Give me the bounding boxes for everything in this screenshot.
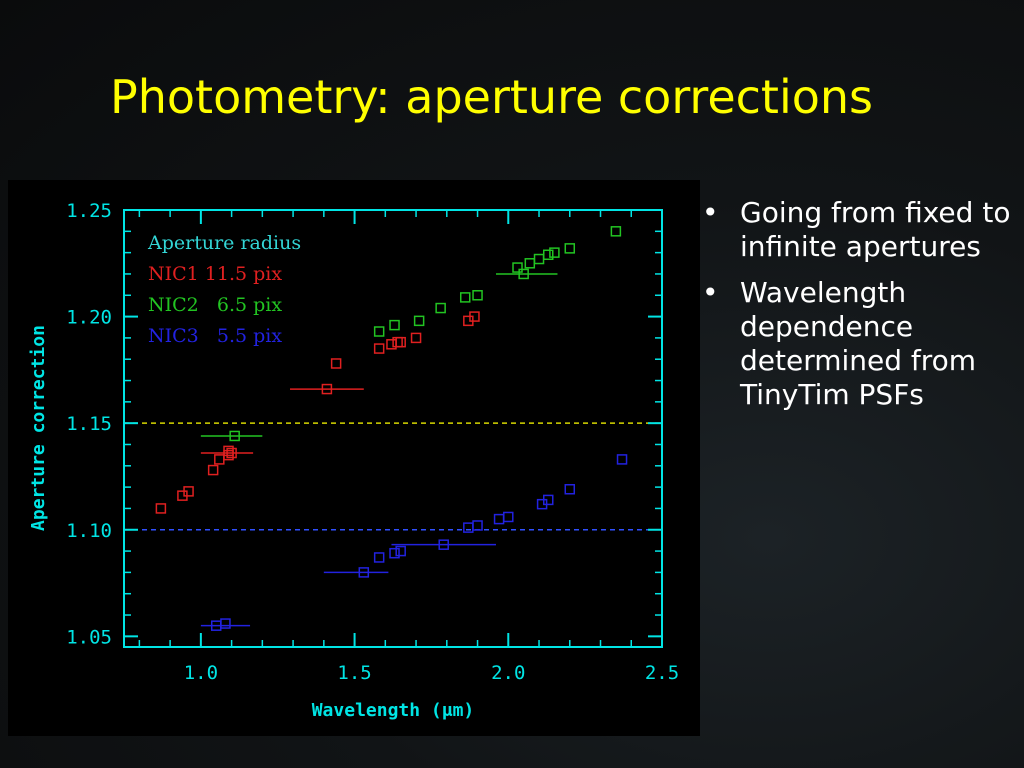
- x-tick-label: 2.5: [645, 662, 679, 684]
- data-point: [518, 268, 529, 280]
- data-point: [410, 332, 422, 344]
- bullet-text: Going from fixed to infinite apertures: [740, 196, 1011, 263]
- data-point: [524, 258, 536, 269]
- data-point: [389, 319, 400, 331]
- data-point: [503, 511, 514, 523]
- data-point: [330, 358, 342, 369]
- series-3: [200, 454, 628, 631]
- data-point: [229, 430, 240, 442]
- bullet-list: • Going from fixed to infinite apertures…: [702, 196, 1012, 424]
- bullet-text: Wavelength dependence determined from Ti…: [740, 276, 977, 411]
- x-tick-label: 2.0: [491, 662, 525, 684]
- data-point: [610, 226, 622, 237]
- data-point: [512, 262, 523, 273]
- legend-entry-nic3: NIC3 5.5 pix: [148, 325, 282, 347]
- x-axis-label: Wavelength (μm): [312, 700, 475, 721]
- y-tick-label: 1.25: [66, 200, 112, 222]
- data-point: [472, 290, 483, 301]
- data-point: [321, 383, 333, 395]
- series-2: [200, 226, 622, 442]
- data-point: [435, 302, 446, 314]
- legend-entry-nic1: NIC1 11.5 pix: [148, 263, 282, 285]
- x-tick-label: 1.5: [337, 662, 371, 684]
- aperture-correction-chart: 1.0 1.5 2.0 2.5 1.05 1.10 1.15 1.20 1.25 Apertur…: [28, 200, 679, 721]
- y-tick-label: 1.20: [66, 307, 112, 329]
- data-point: [183, 486, 194, 497]
- data-point: [463, 522, 474, 533]
- series-1: [155, 311, 480, 514]
- data-point: [438, 539, 449, 550]
- data-point: [564, 243, 576, 254]
- data-point: [395, 336, 406, 348]
- data-point: [392, 336, 403, 348]
- data-point: [413, 315, 425, 327]
- slide-title: Photometry: aperture corrections: [110, 70, 873, 124]
- data-point: [564, 484, 576, 495]
- data-point: [616, 454, 628, 465]
- data-point: [373, 326, 385, 337]
- bullet-item: • Wavelength dependence determined from …: [702, 276, 1012, 412]
- legend-entry-nic2: NIC2 6.5 pix: [148, 294, 282, 316]
- y-tick-label: 1.15: [66, 413, 112, 435]
- data-point: [386, 339, 397, 350]
- data-point: [543, 494, 554, 506]
- data-point: [226, 447, 237, 459]
- data-point: [389, 547, 400, 559]
- data-point: [395, 545, 406, 557]
- plot-frame: [123, 209, 663, 648]
- chart-panel: 1.0 1.5 2.0 2.5 1.05 1.10 1.15 1.20 1.25 Apertur…: [8, 180, 700, 736]
- data-point: [493, 513, 505, 525]
- data-point: [472, 520, 483, 531]
- data-point: [358, 567, 370, 578]
- data-point: [373, 343, 385, 354]
- bullet-item: • Going from fixed to infinite apertures: [702, 196, 1012, 264]
- legend-title: Aperture radius: [147, 232, 301, 254]
- y-axis-label: Aperture correction: [28, 325, 49, 531]
- data-point: [214, 454, 225, 465]
- data-point: [533, 253, 545, 265]
- y-tick-label: 1.10: [66, 520, 112, 542]
- data-point: [469, 311, 480, 322]
- data-point: [220, 618, 231, 629]
- bullet-dot-icon: •: [702, 196, 719, 229]
- bullet-dot-icon: •: [702, 276, 719, 309]
- data-point: [373, 552, 385, 563]
- data-point: [223, 445, 234, 457]
- data-point: [549, 247, 560, 258]
- chart-legend: Aperture radius NIC1 11.5 pix NIC2 6.5 p…: [147, 232, 301, 347]
- data-point: [207, 464, 219, 476]
- y-tick-label: 1.05: [66, 626, 112, 648]
- data-point: [459, 292, 471, 303]
- x-tick-label: 1.0: [184, 662, 218, 684]
- data-point: [155, 503, 167, 514]
- data-point: [543, 249, 554, 261]
